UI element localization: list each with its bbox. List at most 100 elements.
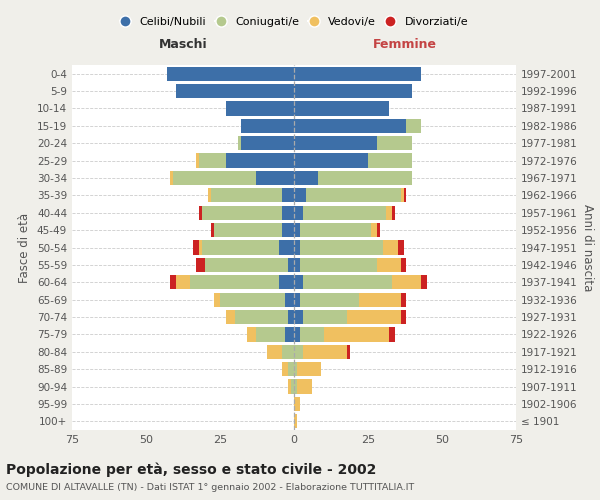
Bar — [294, 292, 300, 307]
Bar — [176, 84, 294, 98]
Bar — [279, 240, 294, 254]
Bar — [300, 258, 377, 272]
Bar — [173, 171, 256, 185]
Bar — [386, 206, 392, 220]
Bar — [256, 328, 285, 342]
Bar — [347, 344, 350, 359]
Bar — [205, 258, 288, 272]
Bar — [392, 275, 421, 289]
Bar — [377, 136, 412, 150]
Y-axis label: Anni di nascita: Anni di nascita — [581, 204, 594, 291]
Bar — [392, 206, 395, 220]
Bar — [294, 397, 300, 411]
Bar — [421, 275, 427, 289]
Bar — [294, 240, 300, 254]
Bar — [214, 292, 220, 307]
Bar — [294, 258, 300, 272]
Bar — [176, 275, 190, 289]
Bar — [247, 328, 256, 342]
Bar — [303, 310, 347, 324]
Bar — [294, 328, 300, 342]
Bar — [226, 102, 294, 116]
Bar — [282, 188, 294, 202]
Bar — [401, 188, 404, 202]
Bar — [294, 66, 421, 81]
Bar — [347, 310, 401, 324]
Bar — [294, 362, 297, 376]
Bar — [238, 136, 241, 150]
Bar — [371, 223, 377, 237]
Bar — [303, 275, 392, 289]
Bar — [211, 188, 282, 202]
Bar — [359, 292, 401, 307]
Bar — [294, 84, 412, 98]
Bar — [208, 188, 211, 202]
Bar — [306, 188, 401, 202]
Bar — [196, 258, 205, 272]
Bar — [282, 206, 294, 220]
Bar — [211, 223, 214, 237]
Bar — [199, 240, 202, 254]
Bar — [241, 136, 294, 150]
Bar — [268, 344, 282, 359]
Bar — [214, 223, 282, 237]
Bar — [199, 206, 202, 220]
Bar — [220, 292, 285, 307]
Bar — [285, 292, 294, 307]
Bar — [294, 344, 303, 359]
Bar — [300, 292, 359, 307]
Bar — [226, 154, 294, 168]
Bar — [303, 344, 347, 359]
Bar — [294, 206, 303, 220]
Bar — [170, 275, 176, 289]
Bar — [377, 223, 380, 237]
Bar — [288, 380, 291, 394]
Text: Popolazione per età, sesso e stato civile - 2002: Popolazione per età, sesso e stato civil… — [6, 462, 376, 477]
Bar — [202, 206, 282, 220]
Text: Maschi: Maschi — [158, 38, 208, 51]
Text: Femmine: Femmine — [373, 38, 437, 51]
Bar — [406, 118, 421, 133]
Bar — [279, 275, 294, 289]
Bar — [297, 380, 312, 394]
Bar — [398, 240, 404, 254]
Bar — [377, 258, 401, 272]
Bar — [323, 328, 389, 342]
Bar — [297, 362, 320, 376]
Bar — [199, 154, 226, 168]
Bar — [285, 328, 294, 342]
Bar — [294, 310, 303, 324]
Bar — [300, 223, 371, 237]
Bar — [294, 414, 297, 428]
Bar — [167, 66, 294, 81]
Bar — [383, 240, 398, 254]
Bar — [294, 171, 317, 185]
Bar — [368, 154, 412, 168]
Bar — [401, 292, 406, 307]
Text: COMUNE DI ALTAVALLE (TN) - Dati ISTAT 1° gennaio 2002 - Elaborazione TUTTITALIA.: COMUNE DI ALTAVALLE (TN) - Dati ISTAT 1°… — [6, 484, 414, 492]
Bar — [256, 171, 294, 185]
Bar — [300, 240, 383, 254]
Bar — [294, 380, 297, 394]
Bar — [294, 275, 303, 289]
Bar — [294, 223, 300, 237]
Bar — [282, 344, 294, 359]
Bar — [282, 362, 288, 376]
Bar — [282, 223, 294, 237]
Bar — [294, 154, 368, 168]
Bar — [300, 328, 323, 342]
Bar — [404, 188, 406, 202]
Bar — [303, 206, 386, 220]
Bar — [291, 380, 294, 394]
Bar — [389, 328, 395, 342]
Legend: Celibi/Nubili, Coniugati/e, Vedovi/e, Divorziati/e: Celibi/Nubili, Coniugati/e, Vedovi/e, Di… — [115, 12, 473, 32]
Bar — [294, 136, 377, 150]
Bar — [190, 275, 279, 289]
Bar — [294, 118, 406, 133]
Bar — [241, 118, 294, 133]
Bar — [401, 310, 406, 324]
Bar — [226, 310, 235, 324]
Bar — [317, 171, 412, 185]
Y-axis label: Fasce di età: Fasce di età — [19, 212, 31, 282]
Bar — [235, 310, 288, 324]
